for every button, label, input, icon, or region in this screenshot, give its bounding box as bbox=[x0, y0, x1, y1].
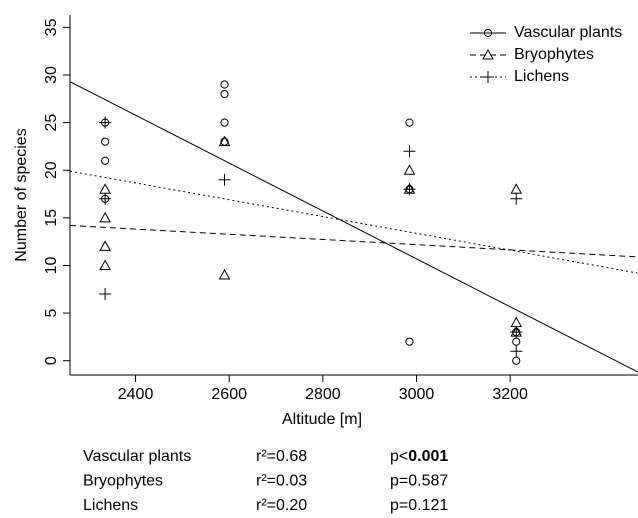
x-tick-label: 3200 bbox=[492, 386, 528, 403]
point bbox=[512, 356, 521, 365]
point bbox=[403, 145, 416, 158]
point bbox=[405, 337, 414, 346]
stat-p-text: p=0.587 bbox=[390, 473, 448, 490]
plot-area bbox=[70, 80, 638, 373]
point bbox=[218, 173, 231, 186]
fit-line bbox=[70, 81, 638, 373]
point bbox=[99, 211, 111, 223]
y-tick-label: 0 bbox=[43, 356, 60, 365]
point bbox=[510, 345, 523, 358]
point bbox=[99, 288, 112, 301]
point bbox=[512, 337, 521, 346]
stat-r2: r²=0.20 bbox=[256, 497, 307, 514]
stat-p: p=0.121 bbox=[390, 497, 448, 514]
stat-name: Bryophytes bbox=[83, 473, 163, 490]
point bbox=[220, 80, 229, 89]
x-tick-label: 2800 bbox=[305, 386, 341, 403]
y-tick-label: 30 bbox=[43, 66, 60, 84]
point bbox=[218, 268, 231, 280]
legend-marker bbox=[482, 71, 494, 83]
point bbox=[403, 164, 416, 175]
y-tick-label: 10 bbox=[43, 256, 60, 274]
point bbox=[405, 118, 414, 127]
y-tick-label: 35 bbox=[43, 18, 60, 36]
stat-p-bold: 0.001 bbox=[408, 448, 448, 465]
x-tick-label: 2600 bbox=[211, 386, 247, 403]
stat-r2: r²=0.68 bbox=[256, 448, 307, 465]
legend-label: Bryophytes bbox=[514, 46, 594, 63]
point bbox=[99, 116, 112, 129]
point bbox=[218, 135, 231, 147]
y-tick-label: 25 bbox=[43, 114, 60, 132]
legend-label: Lichens bbox=[514, 68, 569, 85]
point bbox=[220, 118, 229, 127]
x-tick-label: 3000 bbox=[399, 386, 435, 403]
point bbox=[99, 259, 111, 270]
fit-line bbox=[70, 224, 638, 258]
point bbox=[101, 156, 110, 165]
x-tick-label: 2400 bbox=[118, 386, 154, 403]
stat-p-text: p< bbox=[390, 448, 408, 465]
point bbox=[510, 326, 523, 339]
point bbox=[510, 316, 523, 328]
point bbox=[510, 183, 523, 194]
point bbox=[99, 183, 111, 194]
point bbox=[99, 240, 111, 251]
point bbox=[101, 137, 110, 146]
fit-line bbox=[70, 170, 638, 274]
x-axis-label: Altitude [m] bbox=[282, 411, 362, 428]
y-tick-label: 5 bbox=[43, 309, 60, 318]
stat-name: Lichens bbox=[83, 497, 138, 514]
legend-marker bbox=[483, 28, 493, 38]
stat-p-text: p=0.121 bbox=[390, 497, 448, 514]
point bbox=[510, 192, 523, 205]
legend-marker bbox=[482, 48, 494, 60]
point bbox=[220, 89, 229, 99]
stat-name: Vascular plants bbox=[83, 448, 191, 465]
y-axis-label: Number of species bbox=[13, 128, 30, 261]
legend-label: Vascular plants bbox=[514, 24, 622, 41]
stat-p: p=0.587 bbox=[390, 473, 448, 490]
stat-r2: r²=0.03 bbox=[256, 473, 307, 490]
stat-p: p<0.001 bbox=[390, 448, 448, 465]
y-tick-label: 15 bbox=[43, 209, 60, 227]
point bbox=[403, 183, 416, 196]
point bbox=[99, 192, 112, 205]
y-tick-label: 20 bbox=[43, 161, 60, 179]
